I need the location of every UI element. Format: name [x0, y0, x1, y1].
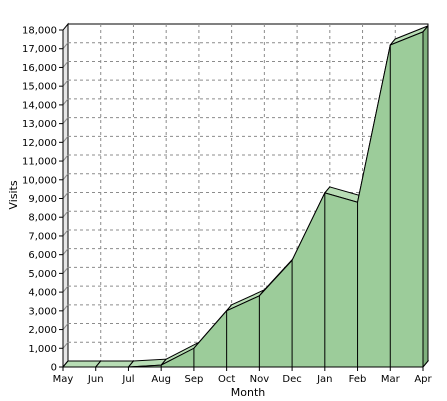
- side-gridline: [62, 98, 69, 106]
- x-tick-label: Jun: [87, 374, 104, 385]
- side-gridline: [62, 210, 69, 218]
- y-tick-label: 14,000: [22, 100, 57, 111]
- y-tick-label: 17,000: [22, 44, 57, 55]
- x-tick-label: Aug: [151, 374, 171, 385]
- y-axis-title: Visits: [7, 180, 20, 209]
- side-gridline: [62, 61, 69, 68]
- x-tick-label: May: [53, 374, 74, 385]
- area-series: [61, 24, 429, 369]
- side-gridline: [62, 323, 69, 330]
- x-tick-label: Apr: [414, 374, 432, 385]
- area-top-face: [61, 360, 102, 368]
- area-top-face: [94, 360, 135, 368]
- y-tick-labels: 0 1,000 2,000 3,000 4,000 5,000 6,000 7,000 8,00…: [22, 26, 57, 374]
- side-gridline: [62, 304, 69, 312]
- x-tick-label: Mar: [381, 374, 401, 385]
- side-gridline: [62, 136, 69, 143]
- side-gridline: [62, 267, 69, 274]
- side-gridline: [62, 154, 69, 162]
- side-gridline: [62, 341, 69, 349]
- x-tick-label: Dec: [282, 374, 301, 385]
- x-tick-labels: May Jun Jul Aug Sep Oct Nov Dec Jan Feb Mar Apr: [53, 374, 433, 385]
- y-tick-label: 7,000: [28, 231, 57, 242]
- y-tick-label: 6,000: [28, 250, 57, 261]
- side-gridline: [62, 42, 69, 50]
- side-gridline: [62, 117, 69, 124]
- x-tick-label: Jan: [316, 374, 332, 385]
- y-tick-label: 9,000: [28, 194, 57, 205]
- side-gridline: [62, 79, 69, 87]
- x-tick-label: Oct: [218, 374, 235, 385]
- y-tick-label: 15,000: [22, 82, 57, 93]
- y-tick-label: 13,000: [22, 119, 57, 130]
- y-tick-label: 4,000: [28, 288, 57, 299]
- y-tick-label: 5,000: [28, 269, 57, 280]
- x-tick-label: Feb: [349, 374, 367, 385]
- y-tick-label: 1,000: [28, 344, 57, 355]
- area-end-face: [422, 24, 429, 369]
- side-gridline: [62, 285, 69, 293]
- x-axis-title: Month: [231, 386, 266, 399]
- side-gridline: [62, 248, 69, 255]
- y-tick-label: 18,000: [22, 26, 57, 37]
- x-tick-label: Sep: [184, 374, 203, 385]
- y-tick-label: 2,000: [28, 325, 57, 336]
- side-gridline: [62, 229, 69, 237]
- y-tick-label: 11,000: [22, 157, 57, 168]
- y-tick-label: 3,000: [28, 306, 57, 317]
- side-gridline: [62, 173, 69, 181]
- side-gridline: [62, 192, 69, 199]
- y-tick-label: 10,000: [22, 175, 57, 186]
- y-tick-label: 12,000: [22, 138, 57, 149]
- x-tick-label: Nov: [250, 374, 270, 385]
- y-tick-label: 16,000: [22, 63, 57, 74]
- y-tick-label: 8,000: [28, 213, 57, 224]
- x-tick-label: Jul: [121, 374, 134, 385]
- y-tick-label: 0: [51, 363, 57, 374]
- axes: [59, 29, 424, 371]
